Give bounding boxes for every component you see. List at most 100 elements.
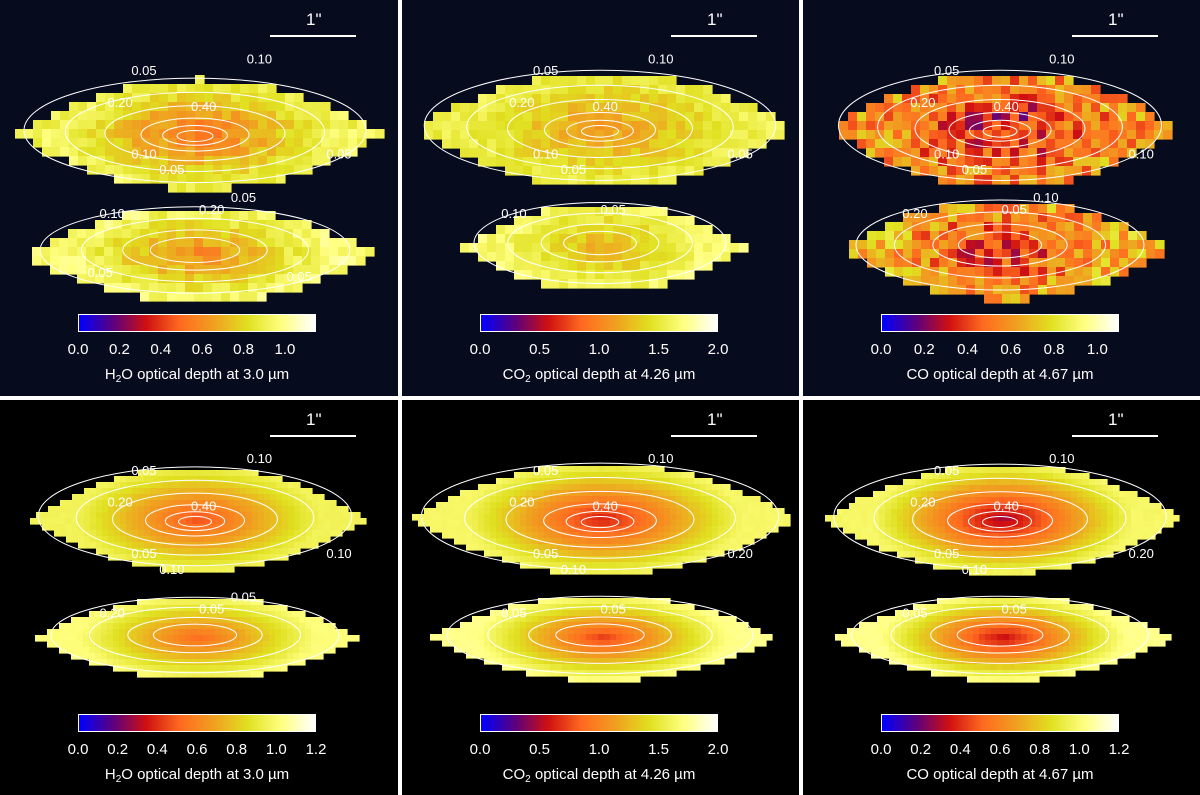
map-pixel (634, 538, 641, 545)
map-pixel (927, 485, 934, 492)
map-pixel (159, 156, 169, 166)
map-pixel (508, 616, 515, 623)
map-pixel (1137, 258, 1147, 268)
map-pixel (724, 622, 731, 629)
map-pixel (1035, 503, 1042, 510)
map-pixel (412, 514, 419, 521)
map-pixel (884, 148, 894, 158)
map-pixel (610, 550, 617, 557)
map-pixel (631, 207, 641, 217)
contour-line (507, 212, 693, 274)
map-pixel (119, 641, 126, 648)
map-pixel (95, 635, 102, 642)
map-pixel (541, 76, 551, 86)
map-pixel (215, 599, 222, 606)
map-pixel (849, 240, 859, 250)
map-pixel (628, 664, 635, 671)
map-pixel (466, 544, 473, 551)
map-pixel (192, 500, 199, 507)
map-pixel (966, 222, 976, 232)
map-pixel (658, 652, 665, 659)
map-pixel (909, 533, 916, 540)
map-pixel (631, 216, 641, 226)
map-pixel (921, 231, 931, 241)
map-pixel (305, 647, 312, 654)
map-pixel (514, 646, 521, 653)
map-pixel (631, 166, 641, 176)
map-pixel (825, 515, 832, 522)
map-pixel (1074, 258, 1084, 268)
map-pixel (1023, 533, 1030, 540)
map-pixel (676, 490, 683, 497)
map-pixel (1041, 533, 1048, 540)
map-pixel (1002, 267, 1012, 277)
map-pixel (1089, 533, 1096, 540)
map-pixel (544, 502, 551, 509)
map-pixel (221, 635, 228, 642)
map-pixel (1041, 515, 1048, 522)
map-pixel (939, 485, 946, 492)
map-pixel (323, 641, 330, 648)
map-pixel (694, 664, 701, 671)
map-pixel (213, 93, 223, 103)
map-pixel (938, 139, 948, 149)
map-pixel (1005, 527, 1012, 534)
map-pixel (628, 616, 635, 623)
map-pixel (114, 500, 121, 507)
map-pixel (640, 670, 647, 677)
map-pixel (685, 216, 695, 226)
map-pixel (312, 494, 319, 501)
map-pixel (490, 646, 497, 653)
map-pixel (876, 240, 886, 250)
map-pixel (857, 121, 867, 131)
map-pixel (541, 157, 551, 167)
map-pixel (1002, 213, 1012, 223)
map-pixel (234, 512, 241, 519)
map-pixel (191, 647, 198, 654)
map-pixel (42, 524, 49, 531)
map-pixel (176, 292, 186, 302)
map-pixel (294, 102, 304, 112)
map-pixel (628, 598, 635, 605)
map-pixel (640, 270, 650, 280)
map-pixel (149, 256, 159, 266)
map-pixel (682, 514, 689, 521)
map-pixel (568, 550, 575, 557)
map-pixel (246, 536, 253, 543)
map-pixel (523, 243, 533, 253)
map-pixel (526, 556, 533, 563)
contour-label: 0.05 (728, 146, 753, 161)
map-pixel (664, 490, 671, 497)
map-pixel (974, 103, 984, 113)
map-pixel (433, 121, 443, 131)
map-pixel (203, 635, 210, 642)
contour-line (968, 119, 1032, 142)
map-pixel (969, 479, 976, 486)
map-pixel (141, 120, 151, 130)
map-pixel (706, 658, 713, 665)
map-pixel (1109, 121, 1119, 131)
map-pixel (568, 279, 578, 289)
map-pixel (532, 76, 542, 86)
map-pixel (963, 485, 970, 492)
map-pixel (592, 598, 599, 605)
map-pixel (120, 524, 127, 531)
map-pixel (550, 514, 557, 521)
map-pixel (676, 532, 683, 539)
map-pixel (911, 94, 921, 104)
map-pixel (230, 220, 240, 230)
map-pixel (505, 85, 515, 95)
map-pixel (216, 500, 223, 507)
map-pixel (1145, 121, 1155, 131)
map-pixel (730, 103, 740, 113)
map-pixel (131, 256, 141, 266)
map-pixel (1038, 258, 1048, 268)
map-pixel (694, 634, 701, 641)
map-pixel (1047, 533, 1054, 540)
map-pixel (532, 261, 542, 271)
map-pixel (1064, 166, 1074, 176)
map-pixel (222, 84, 232, 94)
map-pixel (150, 482, 157, 489)
map-pixel (580, 658, 587, 665)
map-pixel (875, 139, 885, 149)
